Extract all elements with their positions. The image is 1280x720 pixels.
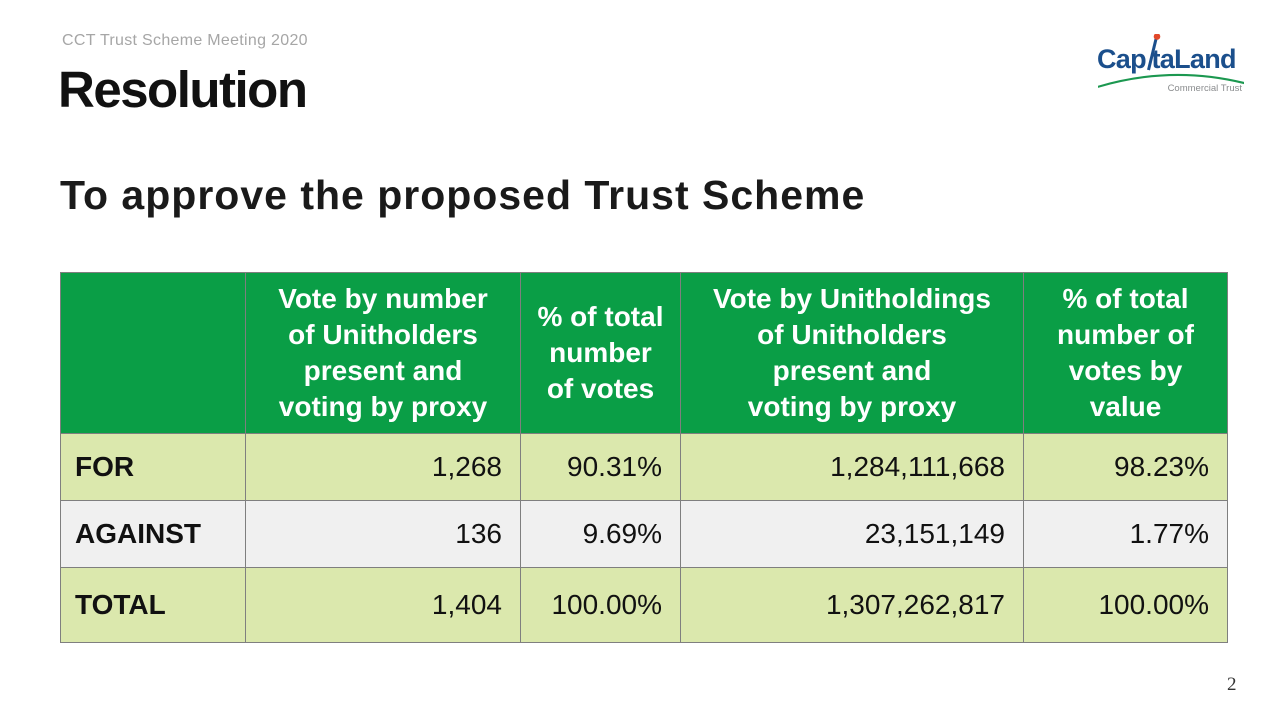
svg-text:taLand: taLand xyxy=(1152,44,1236,74)
svg-text:Cap: Cap xyxy=(1098,44,1146,74)
svg-text:Commercial Trust: Commercial Trust xyxy=(1168,83,1243,94)
